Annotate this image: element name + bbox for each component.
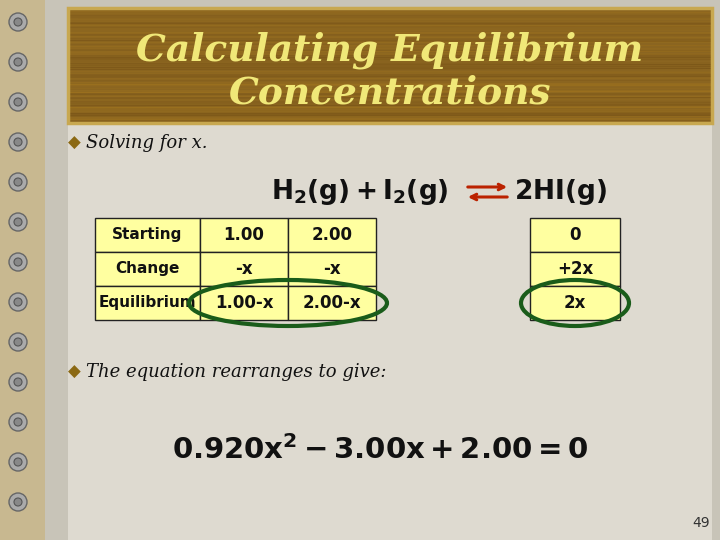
- Text: 2x: 2x: [564, 294, 586, 312]
- Circle shape: [14, 298, 22, 306]
- Text: -x: -x: [323, 260, 341, 278]
- Text: 1.00: 1.00: [224, 226, 264, 244]
- Bar: [530, 218, 620, 252]
- Text: $\mathbf{0.920x^2-3.00x+2.00=0}$: $\mathbf{0.920x^2-3.00x+2.00=0}$: [172, 435, 588, 465]
- Bar: [95, 218, 200, 252]
- Circle shape: [9, 453, 27, 471]
- Circle shape: [9, 253, 27, 271]
- Text: Starting: Starting: [112, 227, 183, 242]
- Circle shape: [9, 333, 27, 351]
- Bar: [530, 286, 620, 320]
- Circle shape: [14, 178, 22, 186]
- Text: Solving for x.: Solving for x.: [86, 134, 207, 152]
- Circle shape: [14, 378, 22, 386]
- Circle shape: [14, 138, 22, 146]
- Bar: [288, 218, 376, 252]
- Bar: [95, 286, 200, 320]
- Bar: [68, 125, 712, 540]
- Text: Concentrations: Concentrations: [229, 75, 552, 111]
- Text: 49: 49: [693, 516, 710, 530]
- Circle shape: [9, 133, 27, 151]
- Bar: [0, 0, 45, 540]
- Circle shape: [9, 93, 27, 111]
- Circle shape: [14, 58, 22, 66]
- Bar: [200, 286, 288, 320]
- Circle shape: [14, 98, 22, 106]
- Circle shape: [14, 18, 22, 26]
- Text: ◆: ◆: [68, 134, 81, 152]
- Text: $\mathbf{H_2(g)+I_2(g)}$: $\mathbf{H_2(g)+I_2(g)}$: [271, 177, 449, 207]
- Text: -x: -x: [235, 260, 253, 278]
- Text: Calculating Equilibrium: Calculating Equilibrium: [136, 31, 644, 69]
- Circle shape: [9, 373, 27, 391]
- Bar: [200, 252, 288, 286]
- Circle shape: [9, 173, 27, 191]
- Text: 2.00: 2.00: [312, 226, 353, 244]
- Circle shape: [9, 213, 27, 231]
- Text: 1.00-x: 1.00-x: [215, 294, 274, 312]
- Bar: [95, 252, 200, 286]
- Bar: [530, 252, 620, 286]
- Circle shape: [14, 258, 22, 266]
- Circle shape: [14, 498, 22, 506]
- Text: The equation rearranges to give:: The equation rearranges to give:: [86, 363, 387, 381]
- Bar: [68, 8, 712, 123]
- Text: Change: Change: [115, 261, 180, 276]
- Circle shape: [9, 413, 27, 431]
- Text: $\mathbf{2HI(g)}$: $\mathbf{2HI(g)}$: [513, 177, 606, 207]
- Circle shape: [14, 418, 22, 426]
- Bar: [200, 218, 288, 252]
- Circle shape: [14, 338, 22, 346]
- Circle shape: [9, 53, 27, 71]
- Bar: [288, 252, 376, 286]
- Text: 0: 0: [570, 226, 581, 244]
- Bar: [68, 8, 712, 123]
- Circle shape: [9, 13, 27, 31]
- Circle shape: [14, 458, 22, 466]
- Text: 2.00-x: 2.00-x: [302, 294, 361, 312]
- Text: Equilibrium: Equilibrium: [99, 295, 197, 310]
- Text: +2x: +2x: [557, 260, 593, 278]
- Circle shape: [14, 218, 22, 226]
- Circle shape: [9, 493, 27, 511]
- Bar: [288, 286, 376, 320]
- Text: ◆: ◆: [68, 363, 81, 381]
- Circle shape: [9, 293, 27, 311]
